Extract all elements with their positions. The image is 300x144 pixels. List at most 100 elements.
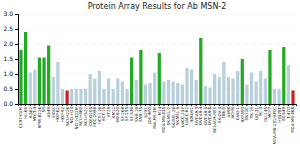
tick-mark	[168, 104, 169, 106]
grid-line	[18, 44, 296, 45]
tick-mark	[15, 89, 18, 90]
bar	[231, 79, 234, 105]
bar	[139, 50, 142, 104]
tick-mark	[182, 104, 183, 106]
tick-mark	[15, 14, 18, 15]
bar	[162, 82, 165, 105]
tick-mark	[94, 104, 95, 106]
bar	[52, 77, 55, 104]
bar	[70, 89, 73, 104]
tick-mark	[15, 59, 18, 60]
title: Protein Array Results for Ab MSN-2	[88, 2, 227, 11]
bar	[227, 77, 230, 104]
bar	[199, 38, 202, 104]
grid-line	[18, 59, 296, 60]
bar	[125, 89, 128, 104]
tick-mark	[131, 104, 132, 106]
tick-mark	[15, 74, 18, 75]
tick-mark	[140, 104, 141, 106]
tick-mark	[260, 104, 261, 106]
tick-mark	[117, 104, 118, 106]
bar	[195, 80, 198, 104]
tick-mark	[34, 104, 35, 106]
bar	[116, 79, 119, 105]
tick-mark	[237, 104, 238, 106]
tick-mark	[25, 104, 26, 106]
tick-label: 2.5	[3, 25, 13, 32]
tick-mark	[20, 104, 21, 106]
x-axis: CCRF-CEMHL-60K-562MOLT-4RPMI-8226SRA549E…	[18, 104, 296, 144]
tick-mark	[122, 104, 123, 106]
tick-mark	[30, 104, 31, 106]
tick-mark	[150, 104, 151, 106]
tick-mark	[71, 104, 72, 106]
tick-mark	[214, 104, 215, 106]
bar	[259, 71, 262, 104]
tick-label: 3.0	[3, 10, 13, 17]
bar	[65, 91, 68, 105]
bar	[204, 86, 207, 104]
tick-mark	[62, 104, 63, 106]
bar	[112, 89, 115, 104]
bar	[98, 71, 101, 104]
tick: 2.0	[3, 40, 18, 47]
bar	[38, 58, 41, 105]
tick-mark	[103, 104, 104, 106]
bar	[213, 74, 216, 104]
tick-mark	[173, 104, 174, 106]
bar	[245, 85, 248, 105]
bar	[158, 53, 161, 104]
tick-mark	[283, 104, 284, 106]
bar	[208, 88, 211, 105]
bar	[33, 70, 36, 105]
bar	[79, 89, 82, 104]
tick-mark	[15, 29, 18, 30]
tick-mark	[15, 44, 18, 45]
bar	[148, 83, 151, 104]
tick-mark	[67, 104, 68, 106]
bar	[241, 59, 244, 104]
tick: 2.5	[3, 25, 18, 32]
tick-mark	[279, 104, 280, 106]
tick-mark	[154, 104, 155, 106]
bar	[135, 80, 138, 104]
tick-mark	[242, 104, 243, 106]
tick-mark	[48, 104, 49, 106]
tick-mark	[113, 104, 114, 106]
tick-label: MDA-MB-468	[290, 107, 295, 133]
bar	[264, 79, 267, 105]
tick-mark	[145, 104, 146, 106]
bar	[61, 89, 64, 104]
bar	[56, 62, 59, 104]
tick-mark	[57, 104, 58, 106]
tick: 1.5	[3, 55, 18, 62]
tick-mark	[228, 104, 229, 106]
bar	[19, 50, 22, 104]
bar	[107, 79, 110, 105]
axis-line	[19, 105, 297, 107]
tick-mark	[136, 104, 137, 106]
tick-mark	[269, 104, 270, 106]
axis-line	[15, 15, 19, 105]
bar	[29, 73, 32, 105]
tick-mark	[233, 104, 234, 106]
grid-line	[18, 74, 296, 75]
tick-label: 1.5	[3, 55, 13, 62]
tick: 3.0	[3, 10, 18, 17]
tick-mark	[159, 104, 160, 106]
bar	[172, 82, 175, 105]
bars	[19, 32, 294, 104]
tick-mark	[76, 104, 77, 106]
bar	[190, 70, 193, 105]
bar	[102, 89, 105, 104]
tick-mark	[39, 104, 40, 106]
tick-mark	[210, 104, 211, 106]
bar	[75, 89, 78, 104]
grid-line	[18, 89, 296, 90]
grid-line	[18, 29, 296, 30]
bar	[89, 74, 92, 104]
grid-line	[18, 14, 296, 15]
bar	[291, 91, 294, 105]
bar	[24, 32, 27, 104]
tick-mark	[293, 104, 294, 106]
